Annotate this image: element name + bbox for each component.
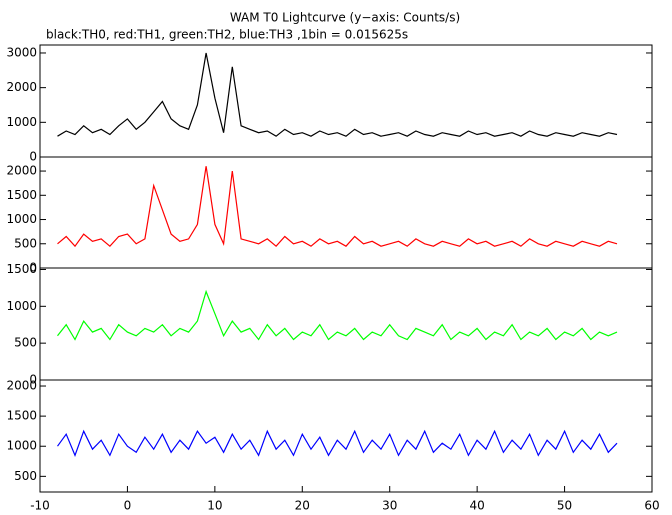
- x-tick-label: 50: [557, 499, 572, 513]
- y-tick-label: 0: [29, 150, 37, 164]
- y-tick-label: 1500: [6, 409, 37, 423]
- y-tick-label: 1500: [6, 188, 37, 202]
- y-tick-label: 3000: [6, 45, 37, 59]
- y-tick-label: 2000: [6, 80, 37, 94]
- x-tick-label: 20: [295, 499, 310, 513]
- x-tick-label: 30: [382, 499, 397, 513]
- y-tick-label: 1000: [6, 115, 37, 129]
- y-tick-label: 2000: [6, 164, 37, 178]
- chart-subtitle: black:TH0, red:TH1, green:TH2, blue:TH3 …: [46, 28, 408, 42]
- x-tick-label: 40: [470, 499, 485, 513]
- chart-title: WAM T0 Lightcurve (y−axis: Counts/s): [230, 11, 460, 25]
- series-line: [57, 166, 618, 248]
- y-tick-label: 0: [29, 373, 37, 387]
- plot-frame: [39, 156, 653, 269]
- plot-frame: [39, 44, 653, 158]
- x-tick-label: -10: [30, 499, 50, 513]
- plot-frame: [39, 267, 653, 381]
- series-line: [57, 429, 618, 457]
- x-tick-label: 60: [644, 499, 659, 513]
- y-tick-label: 1000: [6, 439, 37, 453]
- y-tick-label: 1000: [6, 212, 37, 226]
- y-tick-label: 500: [14, 336, 37, 350]
- series-line: [57, 52, 618, 137]
- y-tick-label: 0: [29, 261, 37, 275]
- plot-frame: [39, 379, 653, 493]
- y-tick-label: 500: [14, 469, 37, 483]
- series-line: [57, 289, 618, 341]
- y-tick-label: 500: [14, 236, 37, 250]
- y-tick-label: 1000: [6, 299, 37, 313]
- y-tick-label: 2000: [6, 379, 37, 393]
- y-tick-label: 1500: [6, 262, 37, 276]
- x-tick-label: 0: [124, 499, 132, 513]
- x-tick-label: 10: [207, 499, 222, 513]
